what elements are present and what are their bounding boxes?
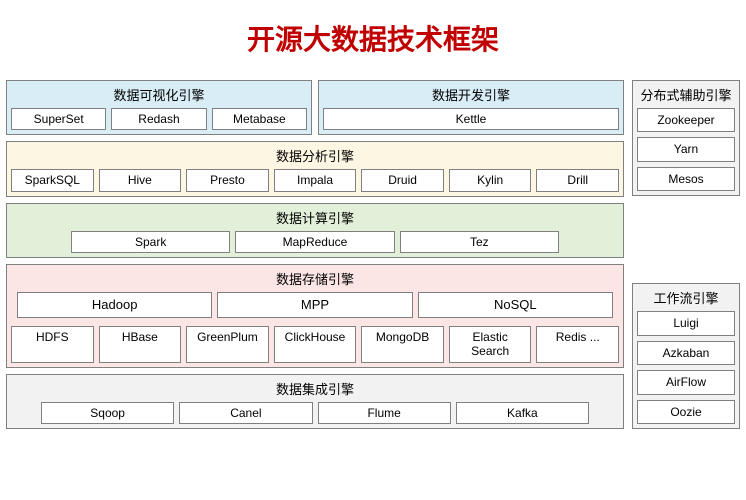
box-visualization-title: 数据可视化引擎 <box>11 83 307 108</box>
tech-item: Oozie <box>637 400 735 424</box>
box-integration-row: SqoopCanel FlumeKafka <box>11 402 619 424</box>
box-distributed-title: 分布式辅助引擎 <box>637 83 735 108</box>
tech-item: NoSQL <box>418 292 613 318</box>
box-development-row: Kettle <box>323 108 619 130</box>
tech-item: Hadoop <box>17 292 212 318</box>
top-dual-row: 数据可视化引擎 SuperSetRedash Metabase 数据开发引擎 Ke… <box>6 80 624 135</box>
box-workflow-row: Luigi Azkaban AirFlow Oozie <box>637 311 735 424</box>
box-distributed: 分布式辅助引擎 Zookeeper Yarn Mesos <box>632 80 740 196</box>
box-development-title: 数据开发引擎 <box>323 83 619 108</box>
tech-item: Hive <box>99 169 182 191</box>
box-compute-row: SparkMapReduce Tez <box>11 231 619 253</box>
tech-item: Zookeeper <box>637 108 735 132</box>
box-analysis: 数据分析引擎 SparkSQLHivePrestoImpalaDruidKyli… <box>6 141 624 196</box>
tech-item: Kettle <box>323 108 619 130</box>
tech-item: Redis ... <box>536 326 619 363</box>
diagram-wrap: 数据可视化引擎 SuperSetRedash Metabase 数据开发引擎 Ke… <box>0 80 746 429</box>
tech-item: Druid <box>361 169 444 191</box>
tech-item: HDFS <box>11 326 94 363</box>
box-integration-title: 数据集成引擎 <box>11 377 619 402</box>
tech-item: Luigi <box>637 311 735 335</box>
tech-item: Azkaban <box>637 341 735 365</box>
tech-item: Metabase <box>212 108 307 130</box>
box-storage-title: 数据存储引擎 <box>11 267 619 292</box>
tech-item: MPP <box>217 292 412 318</box>
box-integration: 数据集成引擎 SqoopCanel FlumeKafka <box>6 374 624 429</box>
tech-item: Presto <box>186 169 269 191</box>
box-visualization-row: SuperSetRedash Metabase <box>11 108 307 130</box>
tech-item: Elastic Search <box>449 326 532 363</box>
tech-item: Kylin <box>449 169 532 191</box>
tech-item: SparkSQL <box>11 169 94 191</box>
tech-item: Spark <box>71 231 230 253</box>
box-storage: 数据存储引擎 HadoopMPPNoSQL HDFSHBaseGreenPlum… <box>6 264 624 367</box>
box-visualization: 数据可视化引擎 SuperSetRedash Metabase <box>6 80 312 135</box>
box-workflow: 工作流引擎 Luigi Azkaban AirFlow Oozie <box>632 283 740 429</box>
tech-item: Canel <box>179 402 312 424</box>
tech-item: Mesos <box>637 167 735 191</box>
tech-item: SuperSet <box>11 108 106 130</box>
tech-item: Redash <box>111 108 206 130</box>
box-analysis-title: 数据分析引擎 <box>11 144 619 169</box>
tech-item: ClickHouse <box>274 326 357 363</box>
page-title: 开源大数据技术框架 <box>0 0 746 80</box>
box-development: 数据开发引擎 Kettle <box>318 80 624 135</box>
box-storage-row2: HDFSHBaseGreenPlumClickHouseMongoDBElast… <box>11 326 619 363</box>
tech-item: Kafka <box>456 402 589 424</box>
tech-item: Flume <box>318 402 451 424</box>
tech-item: Impala <box>274 169 357 191</box>
tech-item: Drill <box>536 169 619 191</box>
tech-item: HBase <box>99 326 182 363</box>
box-storage-row1: HadoopMPPNoSQL <box>11 292 619 318</box>
tech-item: MongoDB <box>361 326 444 363</box>
box-workflow-title: 工作流引擎 <box>637 286 735 311</box>
tech-item: Yarn <box>637 137 735 161</box>
tech-item: MapReduce <box>235 231 394 253</box>
tech-item: Tez <box>400 231 559 253</box>
tech-item: AirFlow <box>637 370 735 394</box>
box-compute-title: 数据计算引擎 <box>11 206 619 231</box>
box-analysis-row: SparkSQLHivePrestoImpalaDruidKylinDrill <box>11 169 619 191</box>
side-column: 分布式辅助引擎 Zookeeper Yarn Mesos 工作流引擎 Luigi Az… <box>632 80 740 429</box>
tech-item: GreenPlum <box>186 326 269 363</box>
tech-item: Sqoop <box>41 402 174 424</box>
main-column: 数据可视化引擎 SuperSetRedash Metabase 数据开发引擎 Ke… <box>6 80 624 429</box>
box-distributed-row: Zookeeper Yarn Mesos <box>637 108 735 191</box>
box-compute: 数据计算引擎 SparkMapReduce Tez <box>6 203 624 258</box>
